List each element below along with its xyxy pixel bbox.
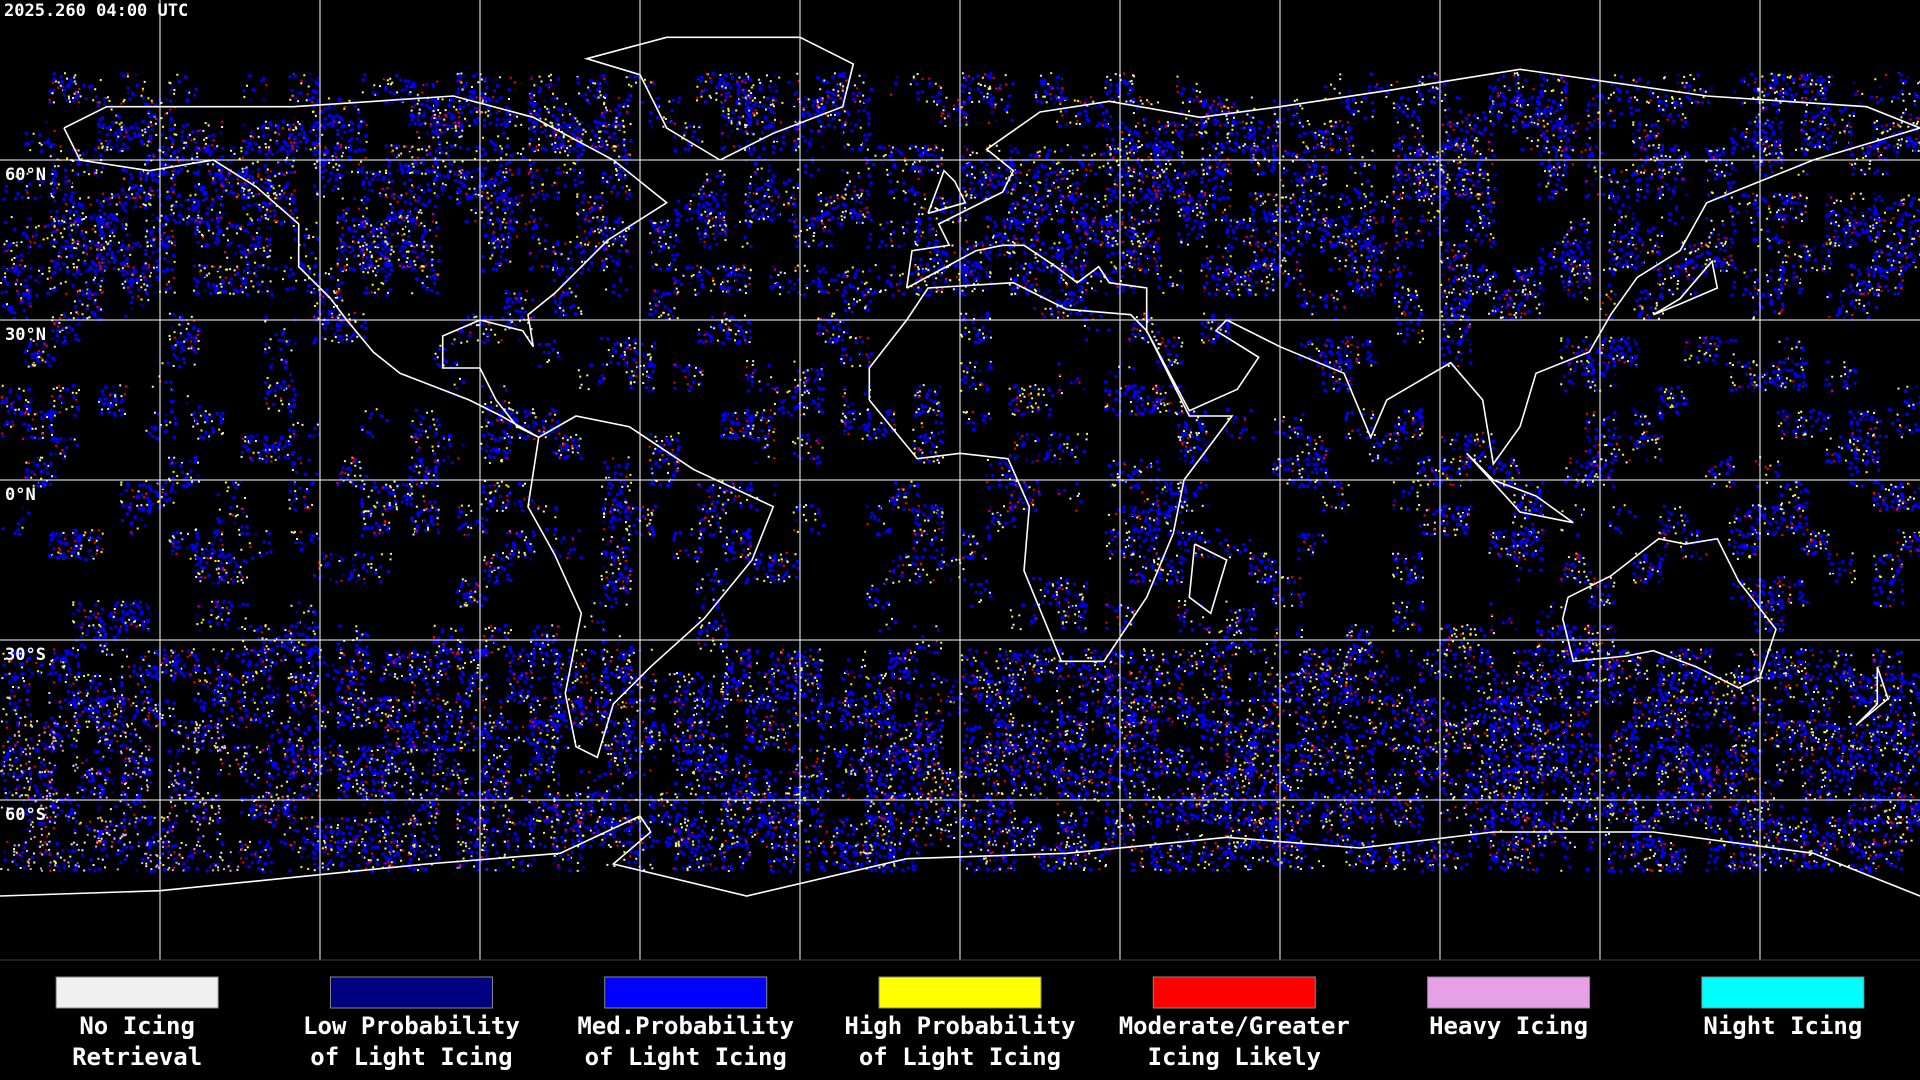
coastline [1188, 543, 1228, 615]
legend-label: High Probability [844, 1012, 1075, 1040]
latitude-label: 30°N [5, 325, 46, 345]
latitude-label: 60°S [5, 805, 46, 825]
latitude-label: 30°S [5, 645, 46, 665]
legend-swatch [329, 976, 493, 1009]
coastline [527, 415, 775, 759]
legend-label: of Light Icing [585, 1043, 787, 1071]
graticule [0, 0, 1920, 960]
legend: No Icing Retrieval Low Probability of Light… [55, 976, 1865, 1071]
coastlines [0, 36, 1920, 897]
legend-label: No Icing [79, 1012, 195, 1040]
legend-label: Icing Likely [1148, 1043, 1321, 1071]
latitude-label: 0°N [5, 485, 36, 505]
legend-label: of Light Icing [310, 1043, 512, 1071]
legend-label: Med.Probability [577, 1012, 794, 1040]
latitude-label: 60°N [5, 165, 46, 185]
labels: 60°N 30°N 0°N 30°S 60°S [5, 165, 46, 825]
legend-label: Night Icing [1703, 1012, 1862, 1040]
legend-swatch [1152, 976, 1316, 1009]
coastline [1652, 259, 1719, 316]
coastline [927, 169, 967, 215]
legend-label: Moderate/Greater [1119, 1012, 1350, 1040]
icing-pixels [0, 720, 248, 872]
legend-swatch [604, 976, 768, 1009]
legend-swatch [1701, 976, 1865, 1009]
coastline [1855, 666, 1889, 726]
legend-label: of Light Icing [859, 1043, 1061, 1071]
coastline [1466, 452, 1574, 524]
coastline [63, 95, 669, 439]
coastline [905, 68, 1920, 467]
legend-swatch [55, 976, 219, 1009]
legend-label: Heavy Icing [1429, 1012, 1588, 1040]
timestamp: 2025.260 04:00 UTC [4, 1, 188, 21]
legend-swatch [1427, 976, 1591, 1009]
legend-swatch [878, 976, 1042, 1009]
legend-label: Retrieval [72, 1043, 202, 1071]
legend-label: Low Probability [303, 1012, 520, 1040]
coastline [583, 36, 855, 161]
coastline [0, 814, 1920, 897]
